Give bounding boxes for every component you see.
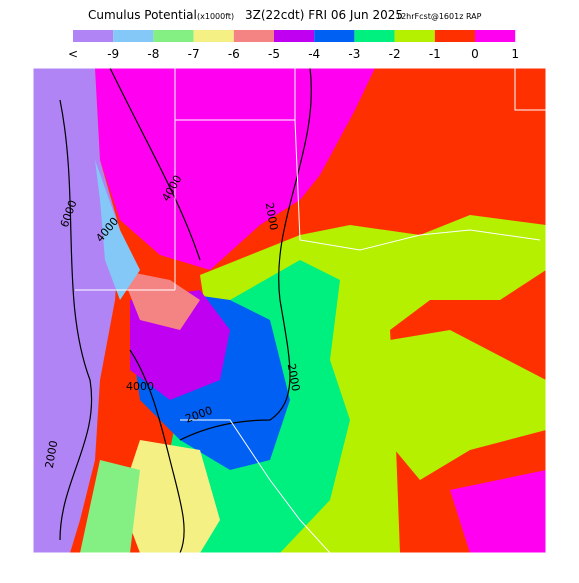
- state-border: [75, 68, 546, 291]
- colorbar: < -9 -8 -7 -6 -5 -4 -3 -2 -1 0 1: [68, 30, 519, 61]
- colorbar-label: -9: [107, 47, 119, 61]
- contour-label: 4000: [126, 380, 154, 393]
- field-yellow: [120, 440, 220, 553]
- contour-label: 2000: [43, 439, 61, 469]
- colorbar-swatch: [73, 30, 114, 42]
- field-pink: [120, 270, 200, 330]
- valid-time: 3Z(22cdt) FRI 06 Jun 2025: [245, 8, 403, 22]
- contour: [129, 349, 185, 553]
- colorbar-swatch: [274, 30, 315, 42]
- colorbar-label: -8: [147, 47, 159, 61]
- title: Cumulus Potential: [88, 8, 197, 22]
- units: (x1000ft): [197, 12, 234, 21]
- colorbar-label: -1: [429, 47, 441, 61]
- field-magenta: [95, 68, 375, 270]
- contour-label: 2000: [285, 362, 303, 392]
- colorbar-label: -7: [188, 47, 200, 61]
- colorbar-swatch: [193, 30, 234, 42]
- colorbar-label: 1: [511, 47, 519, 61]
- colorbar-swatch: [434, 30, 475, 42]
- field-yellowgreen-east: [390, 330, 546, 480]
- colorbar-swatch: [113, 30, 154, 42]
- contour: [59, 99, 93, 541]
- border: [180, 419, 331, 553]
- field-lightblue: [95, 160, 140, 300]
- contour-label: 2000: [263, 201, 281, 231]
- colorbar-swatch: [354, 30, 395, 42]
- colorbar-label: -5: [268, 47, 280, 61]
- contour: [109, 68, 201, 261]
- map-frame: [32, 67, 547, 554]
- contour: [179, 68, 312, 441]
- field-lavender: [33, 68, 120, 553]
- field-magenta-se: [450, 470, 546, 553]
- colorbar-swatch: [153, 30, 194, 42]
- colorbar-label: -6: [228, 47, 240, 61]
- colorbar-label: -2: [389, 47, 401, 61]
- colorbar-label: -4: [308, 47, 320, 61]
- model: 12hrFcst@1601z RAP: [396, 12, 482, 21]
- field-lightgreen: [80, 460, 140, 553]
- colorbar-swatch: [314, 30, 355, 42]
- colorbar-label: 0: [471, 47, 479, 61]
- colorbar-swatch: [475, 30, 516, 42]
- colorbar-swatch: [233, 30, 274, 42]
- colorbar-swatch: [394, 30, 435, 42]
- colorbar-label: <: [68, 47, 78, 61]
- colorbar-label: -3: [348, 47, 360, 61]
